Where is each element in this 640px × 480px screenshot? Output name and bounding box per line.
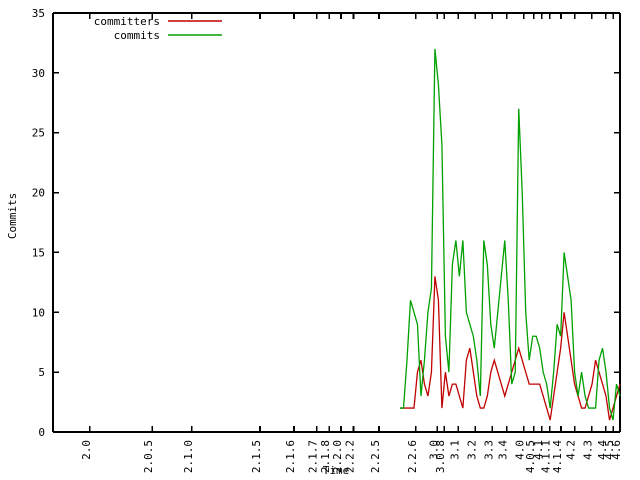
y-tick-label: 0 xyxy=(38,426,45,439)
x-tick-label: 3.4 xyxy=(497,440,510,460)
x-tick-label: 4.4 xyxy=(596,440,609,460)
x-tick-label: 2.0 xyxy=(80,440,93,460)
x-tick-label: 3.0 xyxy=(427,440,440,460)
x-tick-label: 2.2.6 xyxy=(406,440,419,473)
x-tick-label: 2.2.5 xyxy=(369,440,382,473)
x-tick-label: 2.1.7 xyxy=(307,440,320,473)
x-tick-label: 2.1.5 xyxy=(250,440,263,473)
x-tick-label: 4.3 xyxy=(582,440,595,460)
x-axis-ticks xyxy=(89,13,621,432)
y-tick-label: 30 xyxy=(32,67,45,80)
x-tick-label: 3.2 xyxy=(465,440,478,460)
y-tick-label: 25 xyxy=(32,127,45,140)
x-axis-tick-labels: 2.0 2.0.5 2.1.0 2.1.5 2.1.6 2.1.7 2.1.82.2.0 2.… xyxy=(80,440,623,473)
x-tick-label: 4.1.4 xyxy=(551,440,564,473)
x-tick-label: 4.1.1 xyxy=(540,440,553,473)
y-tick-label: 35 xyxy=(32,7,45,20)
x-tick-label: 4.0.5 xyxy=(524,440,537,473)
y-tick-label: 15 xyxy=(32,246,45,259)
chart-legend: committers commits xyxy=(94,15,222,42)
x-axis-title: Time xyxy=(323,464,350,477)
y-axis-tick-labels: 0 5 10 15 20 25 30 35 xyxy=(32,7,45,439)
series-line-commits xyxy=(400,48,621,421)
x-tick-label: 4.0 xyxy=(514,440,527,460)
x-tick-label: 4.1 xyxy=(532,440,545,460)
x-tick-label: 2.0.5 xyxy=(142,440,155,473)
y-tick-label: 20 xyxy=(32,187,45,200)
y-axis-title: Commits xyxy=(6,193,19,239)
y-axis-ticks xyxy=(53,12,620,433)
x-tick-label: 3.1 xyxy=(448,440,461,460)
x-tick-label: 2.1.6 xyxy=(284,440,297,473)
legend-label-committers: committers xyxy=(94,15,160,28)
data-series-group xyxy=(400,48,621,421)
legend-label-commits: commits xyxy=(114,29,160,42)
x-tick-label: 2.2.0 xyxy=(331,440,344,473)
y-tick-label: 10 xyxy=(32,306,45,319)
x-tick-label: 3.0.8 xyxy=(434,440,447,473)
y-tick-label: 5 xyxy=(38,366,45,379)
series-line-committers xyxy=(400,276,621,421)
x-tick-label: 3.3 xyxy=(482,440,495,460)
x-tick-label: 4.6 xyxy=(610,440,623,460)
x-tick-label: 2.1.8 xyxy=(319,440,332,473)
x-tick-label: 4.2 xyxy=(565,440,578,460)
x-tick-label: 2.1.0 xyxy=(182,440,195,473)
x-tick-label: 4.5 xyxy=(603,440,616,460)
x-tick-label: 2.2.2 xyxy=(344,440,357,473)
